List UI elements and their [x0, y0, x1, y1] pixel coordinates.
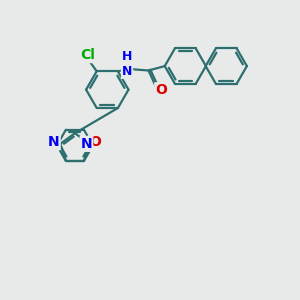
Text: Cl: Cl [80, 48, 95, 62]
Text: O: O [155, 83, 167, 97]
Text: N: N [81, 137, 92, 151]
Text: N: N [48, 135, 60, 149]
Text: O: O [89, 135, 101, 149]
Text: H
N: H N [122, 50, 132, 78]
